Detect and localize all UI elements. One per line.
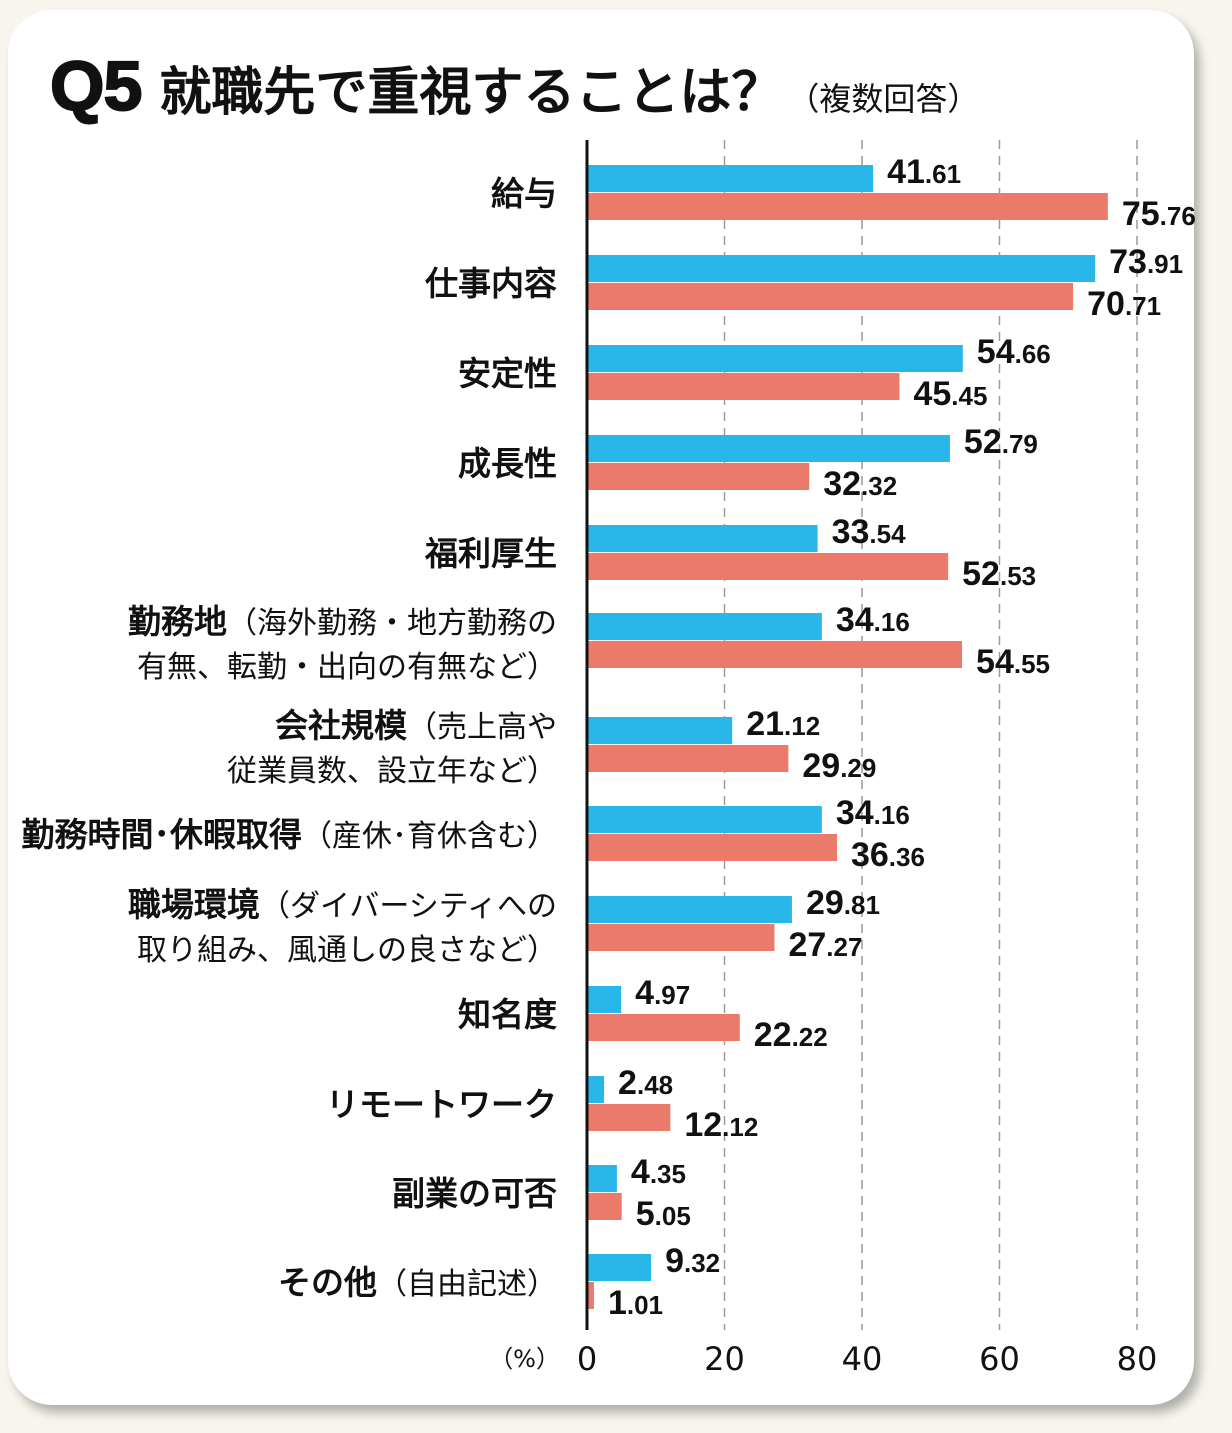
value-label-series_a-9: 4.97	[635, 974, 690, 1012]
bar-series_b-9	[587, 1014, 740, 1041]
value-label-series_a-3: 52.79	[964, 423, 1038, 461]
bar-series_b-0	[587, 193, 1108, 220]
category-label-0: 給与	[491, 174, 557, 213]
value-label-series_b-10: 12.12	[684, 1106, 758, 1144]
bar-series_b-5	[587, 641, 963, 668]
bar-series_a-8	[587, 896, 792, 923]
category-label-7: 勤務時間･休暇取得（産休･育休含む）	[22, 815, 558, 854]
value-label-series_a-2: 54.66	[977, 333, 1051, 371]
bar-series_b-11	[587, 1193, 622, 1220]
x-tick-80: 80	[1117, 1340, 1158, 1378]
category-label-5: 勤務地（海外勤務・地方勤務の	[128, 602, 557, 641]
x-tick-40: 40	[842, 1340, 883, 1378]
category-label-6-line2: 従業員数、設立年など）	[227, 754, 557, 789]
value-label-series_a-8: 29.81	[806, 884, 880, 922]
bar-series_a-5	[587, 613, 822, 640]
value-labels: 41.61 73.91 54.66 52.79 33.54 34.16 21.12 34.16…	[608, 153, 1196, 1322]
bar-series_a-1	[587, 255, 1096, 282]
value-label-series_a-5: 34.16	[836, 601, 910, 639]
category-label-6: 会社規模（売上高や	[275, 706, 557, 745]
value-label-series_b-12: 1.01	[608, 1284, 663, 1322]
category-label-1: 仕事内容	[425, 264, 557, 303]
value-label-series_b-3: 32.32	[823, 465, 897, 503]
bar-series_b-6	[587, 745, 789, 772]
category-labels: 給与仕事内容安定性成長性福利厚生勤務地（海外勤務・地方勤務の有無、転勤・出向の有…	[22, 174, 558, 1302]
value-label-series_b-9: 22.22	[754, 1016, 828, 1054]
value-label-series_a-11: 4.35	[631, 1153, 686, 1191]
value-label-series_b-6: 29.29	[802, 747, 876, 785]
bar-series_a-0	[587, 165, 874, 192]
value-label-series_b-5: 54.55	[976, 643, 1050, 681]
bar-series_b-8	[587, 924, 775, 951]
bar-series_a-9	[587, 986, 622, 1013]
bar-series_b-2	[587, 373, 900, 400]
value-label-series_b-1: 70.71	[1087, 285, 1161, 323]
bar-series_a-2	[587, 345, 963, 372]
value-label-series_b-0: 75.76	[1122, 195, 1196, 233]
bar-series_a-7	[587, 806, 822, 833]
value-label-series_a-10: 2.48	[618, 1064, 673, 1102]
category-label-3: 成長性	[458, 444, 557, 483]
category-label-8-line2: 取り組み、風通しの良さなど）	[137, 933, 557, 968]
value-label-series_b-11: 5.05	[636, 1195, 691, 1233]
x-axis-unit: （%）	[489, 1345, 560, 1373]
value-label-series_a-12: 9.32	[665, 1242, 720, 1280]
value-label-series_a-7: 34.16	[836, 794, 910, 832]
bar-series_a-12	[587, 1254, 652, 1281]
category-label-11: 副業の可否	[392, 1174, 557, 1213]
bar-series_b-4	[587, 553, 949, 580]
bar-series_b-7	[587, 834, 837, 861]
category-label-10: リモートワーク	[326, 1085, 557, 1124]
x-tick-0: 0	[577, 1340, 597, 1378]
category-label-9: 知名度	[458, 995, 557, 1034]
category-label-8: 職場環境（ダイバーシティへの	[128, 885, 557, 924]
value-label-series_b-7: 36.36	[851, 836, 925, 874]
category-label-12: その他（自由記述）	[278, 1263, 557, 1302]
value-label-series_a-6: 21.12	[746, 705, 820, 743]
category-label-4: 福利厚生	[424, 534, 557, 573]
value-label-series_a-0: 41.61	[887, 153, 961, 191]
bar-series_b-1	[587, 283, 1074, 310]
bar-series_a-10	[587, 1076, 605, 1103]
bar-series_a-3	[587, 435, 950, 462]
value-label-series_a-1: 73.91	[1109, 243, 1183, 281]
question-note: （複数回答）	[787, 80, 980, 118]
category-label-5-line2: 有無、転勤・出向の有無など）	[137, 650, 557, 685]
bar-series_b-12	[587, 1282, 594, 1309]
x-tick-20: 20	[704, 1340, 745, 1378]
bar-series_a-6	[587, 717, 733, 744]
bar-series_b-3	[587, 463, 810, 490]
question-text: 就職先で重視することは？	[159, 63, 784, 123]
value-label-series_b-4: 52.53	[962, 555, 1036, 593]
value-label-series_b-8: 27.27	[788, 926, 862, 964]
chart-title: Q5 就職先で重視することは？ （複数回答）	[49, 46, 980, 126]
x-axis-ticks: 0 20 40 60 80 （%）	[489, 1340, 1157, 1378]
x-tick-60: 60	[979, 1340, 1020, 1378]
bars	[587, 165, 1108, 1309]
category-label-2: 安定性	[458, 354, 557, 393]
bar-series_a-4	[587, 525, 818, 552]
value-label-series_b-2: 45.45	[913, 375, 987, 413]
bar-series_b-10	[587, 1104, 671, 1131]
value-label-series_a-4: 33.54	[832, 513, 907, 551]
question-number: Q5	[49, 46, 143, 126]
bar-series_a-11	[587, 1165, 617, 1192]
